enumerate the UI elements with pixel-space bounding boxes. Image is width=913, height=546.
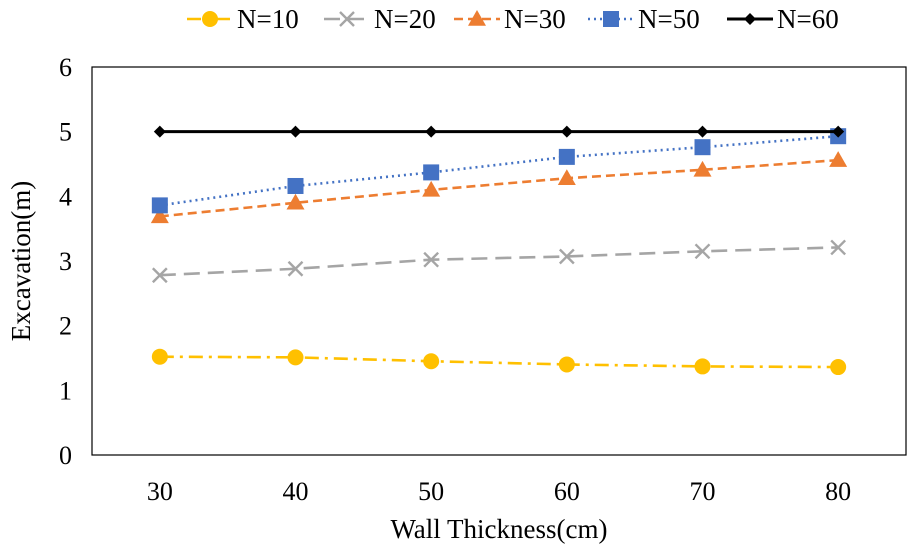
series-n-30 — [150, 151, 848, 224]
series-n-50 — [151, 128, 847, 214]
legend: N=10 N=20 N=30 N=50 N=60 — [187, 4, 839, 34]
legend-label: N=60 — [777, 4, 839, 34]
y-tick-label: 2 — [59, 312, 72, 341]
data-point — [289, 125, 302, 138]
data-point — [603, 11, 619, 27]
series-line — [159, 246, 839, 277]
data-point — [830, 359, 847, 376]
data-point — [422, 180, 441, 197]
legend-entry: N=20 — [324, 4, 436, 34]
data-point — [423, 251, 440, 268]
data-point — [150, 207, 169, 224]
legend-entry: N=30 — [454, 4, 566, 34]
data-point — [425, 125, 438, 138]
data-point — [339, 11, 355, 27]
data-point — [202, 11, 218, 27]
legend-entry: N=50 — [588, 4, 700, 34]
y-tick-label: 6 — [59, 53, 72, 82]
legend-label: N=10 — [237, 4, 299, 34]
y-tick-label: 3 — [59, 247, 72, 276]
series-n-20 — [151, 239, 847, 284]
data-point — [287, 260, 304, 277]
data-point — [744, 13, 756, 25]
x-axis-title: Wall Thickness(cm) — [390, 514, 607, 544]
data-point — [558, 248, 575, 265]
series-line — [159, 158, 839, 218]
legend-entry: N=60 — [727, 4, 839, 34]
x-tick-label: 40 — [283, 477, 309, 506]
x-tick-label: 50 — [418, 477, 444, 506]
series-line — [159, 134, 839, 207]
data-point — [696, 125, 709, 138]
data-point — [423, 353, 440, 370]
data-point — [153, 125, 166, 138]
y-tick-label: 4 — [59, 182, 72, 211]
legend-label: N=50 — [638, 4, 700, 34]
axis-ticks: 0 1 2 3 4 5 6 30 40 50 60 70 80 — [59, 53, 851, 506]
data-point — [151, 267, 168, 284]
y-tick-label: 1 — [59, 376, 72, 405]
data-point — [151, 348, 168, 365]
data-point — [287, 177, 304, 194]
data-point — [468, 10, 486, 26]
data-point — [558, 148, 575, 165]
data-point — [423, 164, 440, 181]
y-tick-label: 0 — [59, 441, 72, 470]
x-tick-label: 70 — [690, 477, 716, 506]
data-point — [286, 193, 305, 210]
legend-entry: N=10 — [187, 4, 299, 34]
y-axis-title: Excavation(m) — [6, 181, 36, 341]
data-point — [693, 160, 712, 177]
data-point — [557, 169, 576, 185]
data-point — [287, 349, 304, 366]
data-point — [829, 151, 848, 167]
series-line — [159, 355, 839, 369]
x-tick-label: 60 — [554, 477, 580, 506]
series-n-60 — [153, 125, 845, 138]
data-point — [558, 356, 575, 373]
data-point — [151, 197, 168, 214]
series-layer — [150, 125, 848, 376]
data-point — [830, 239, 847, 256]
x-tick-label: 80 — [825, 477, 851, 506]
plot-area — [91, 66, 907, 456]
data-point — [560, 125, 573, 138]
data-point — [694, 243, 711, 260]
y-tick-label: 5 — [59, 118, 72, 147]
legend-label: N=30 — [504, 4, 566, 34]
data-point — [832, 125, 845, 138]
series-n-10 — [151, 348, 847, 376]
x-tick-label: 30 — [147, 477, 173, 506]
legend-label: N=20 — [374, 4, 436, 34]
data-point — [694, 358, 711, 375]
data-point — [694, 139, 711, 156]
